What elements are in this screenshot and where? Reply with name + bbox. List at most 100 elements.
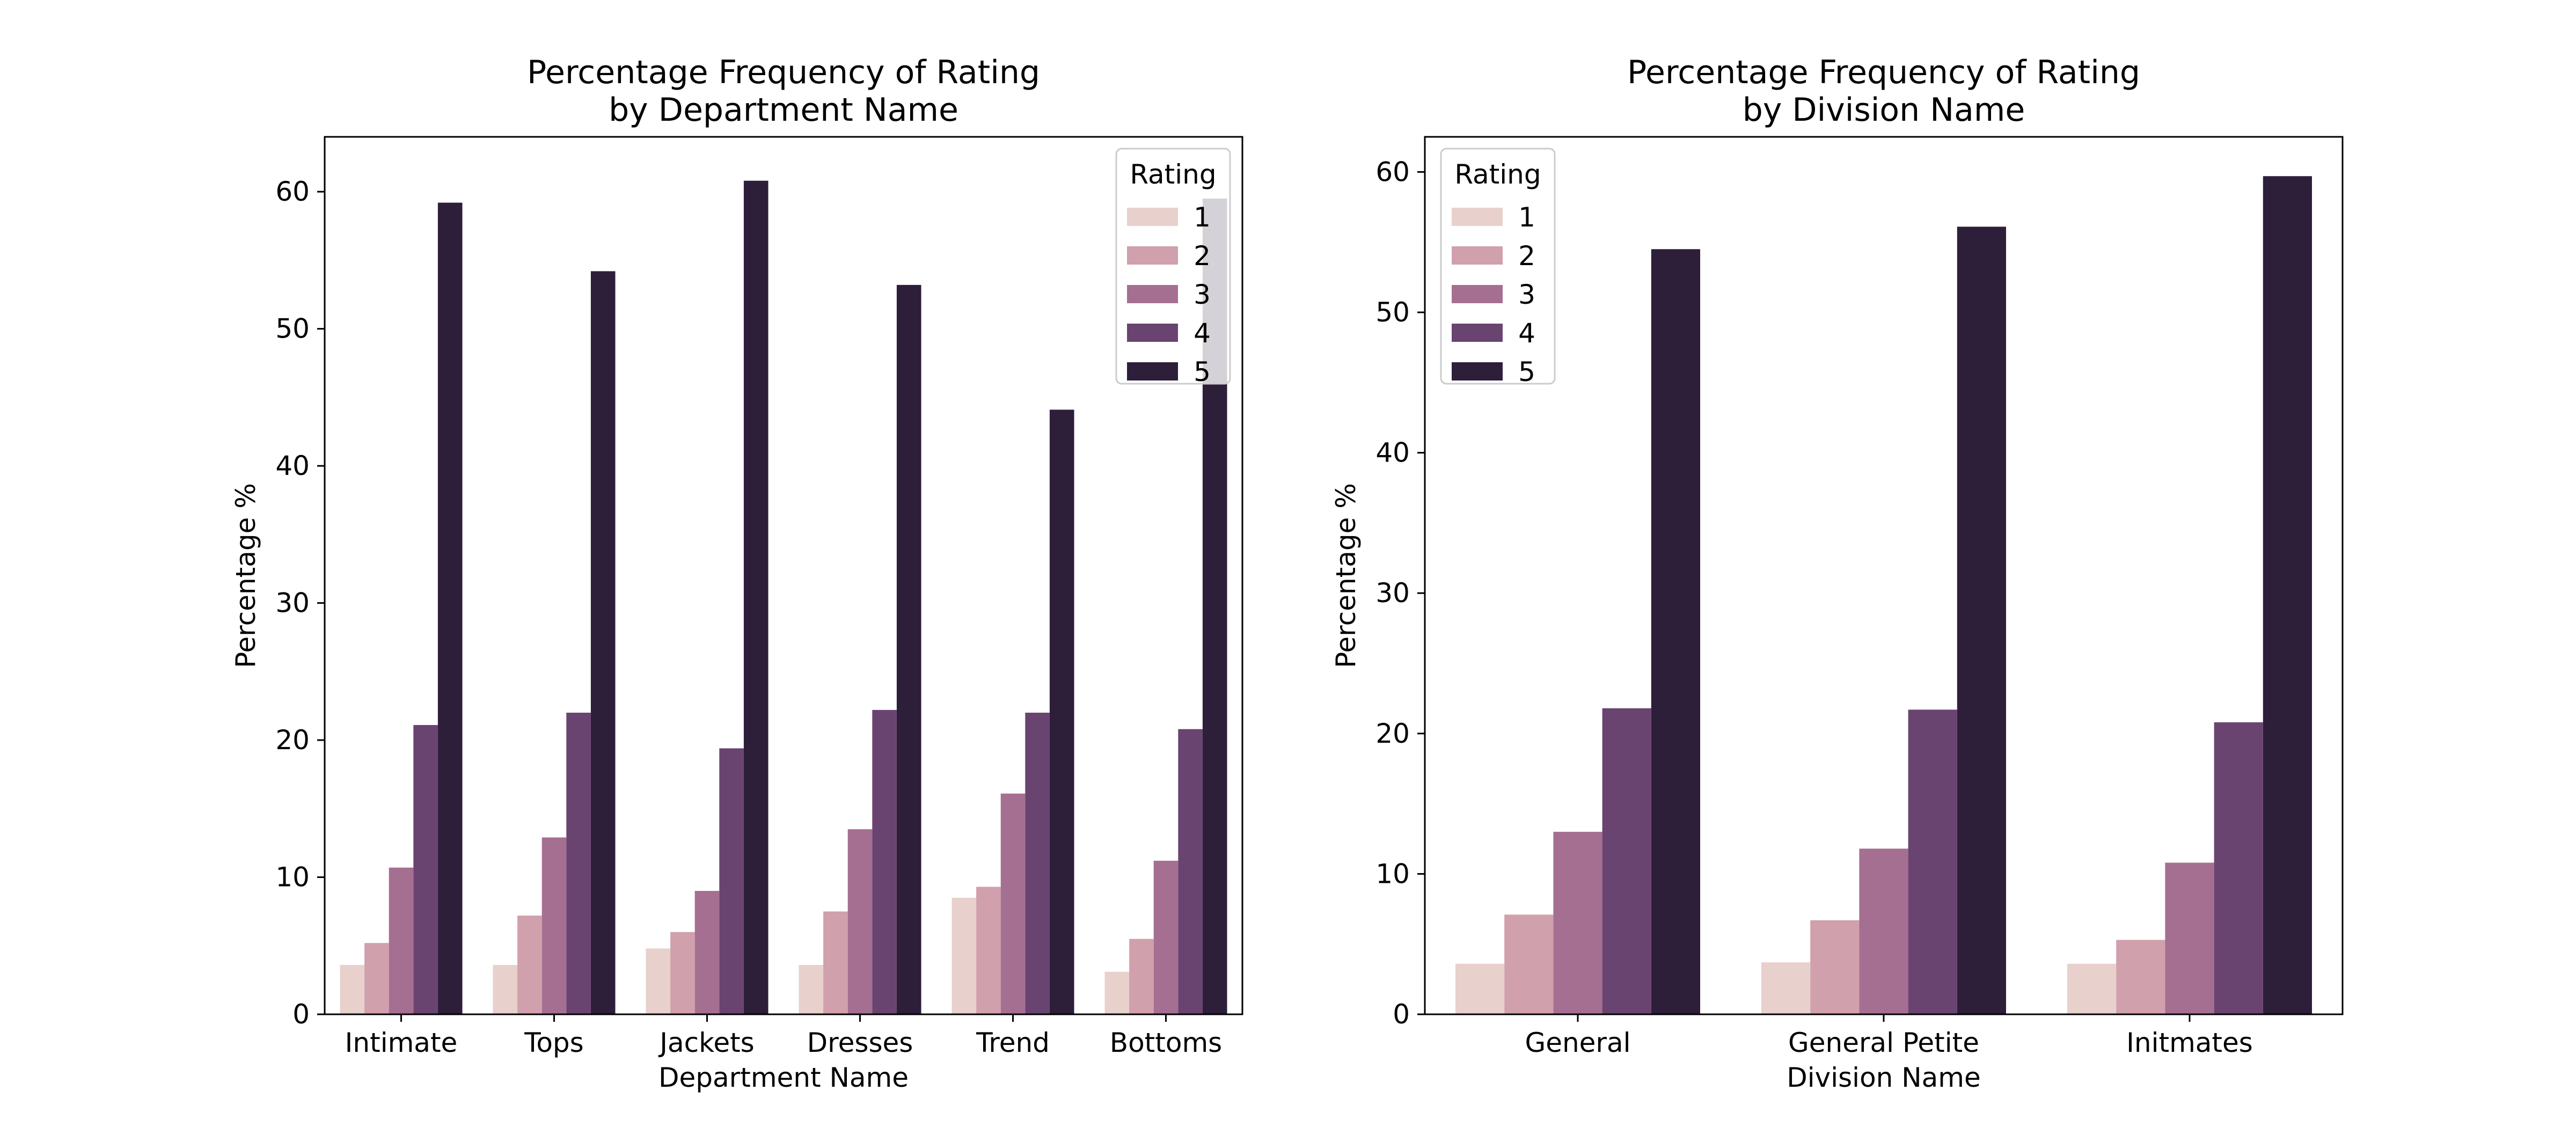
bar-rating-2-intimate [364, 943, 389, 1014]
x-tick-label: Trend [976, 1027, 1050, 1058]
bar-rating-3-general [1553, 831, 1602, 1014]
bar-rating-3-tops [541, 837, 567, 1014]
legend-swatch [1127, 208, 1178, 226]
chart-title-line: Percentage Frequency of Rating [527, 54, 1040, 91]
y-tick-label: 30 [275, 588, 310, 619]
bar-rating-4-initmates [2214, 722, 2263, 1014]
bar-rating-5-tops [590, 271, 616, 1014]
y-tick-label: 0 [292, 999, 310, 1030]
bar-rating-1-tops [493, 965, 518, 1014]
legend-swatch [1452, 208, 1503, 226]
x-tick-label: Intimate [345, 1027, 458, 1058]
y-tick-label: 30 [1375, 577, 1410, 609]
bar-rating-5-general-petite [1957, 226, 2006, 1014]
legend-label: 2 [1194, 240, 1211, 272]
chart-title-line: by Division Name [1743, 91, 2025, 129]
bar-rating-1-trend [952, 897, 977, 1014]
bar-rating-3-intimate [389, 867, 414, 1014]
y-tick-label: 20 [1375, 718, 1410, 749]
bar-rating-4-jackets [719, 748, 744, 1014]
x-tick-label: Tops [524, 1027, 583, 1058]
x-tick-label: Initmates [2126, 1027, 2253, 1058]
bar-rating-3-general-petite [1859, 848, 1908, 1014]
x-axis-label: Division Name [1787, 1062, 1981, 1093]
legend-label: 4 [1518, 318, 1535, 349]
legend-title: Rating [1130, 159, 1216, 190]
y-tick-label: 10 [275, 862, 310, 893]
legend-title: Rating [1454, 159, 1541, 190]
legend-label: 2 [1518, 240, 1535, 272]
y-axis-label: Percentage % [230, 483, 261, 668]
bar-rating-1-jackets [646, 948, 671, 1014]
legend-swatch [1452, 324, 1503, 342]
chart-title-line: by Department Name [609, 91, 958, 129]
bar-rating-3-initmates [2165, 862, 2214, 1014]
bar-rating-2-dresses [823, 911, 848, 1014]
y-tick-label: 60 [1375, 156, 1410, 187]
bar-rating-5-general [1651, 249, 1700, 1014]
legend-swatch [1127, 324, 1178, 342]
legend-swatch [1452, 246, 1503, 265]
bar-rating-4-intimate [413, 724, 438, 1014]
legend-label: 3 [1518, 279, 1535, 310]
bar-rating-2-bottoms [1129, 939, 1154, 1014]
x-tick-label: Jackets [658, 1027, 754, 1058]
y-tick-label: 40 [275, 450, 310, 481]
bar-rating-3-trend [1000, 793, 1026, 1014]
legend-swatch [1127, 246, 1178, 265]
bar-rating-2-tops [517, 916, 542, 1014]
bar-rating-5-intimate [437, 202, 463, 1014]
x-tick-label: Bottoms [1110, 1027, 1222, 1058]
x-tick-label: Dresses [807, 1027, 913, 1058]
bar-rating-2-jackets [670, 932, 695, 1014]
legend-label: 3 [1194, 279, 1211, 310]
y-tick-label: 60 [275, 176, 310, 207]
legend-label: 5 [1518, 356, 1535, 387]
bar-rating-1-dresses [799, 965, 824, 1014]
x-axis-label: Department Name [658, 1062, 909, 1093]
bar-rating-5-initmates [2263, 176, 2312, 1014]
bar-rating-3-jackets [694, 891, 720, 1014]
legend-label: 1 [1518, 202, 1535, 233]
bar-rating-1-bottoms [1104, 971, 1130, 1014]
legend-swatch [1452, 285, 1503, 303]
bar-rating-5-trend [1049, 409, 1074, 1014]
division-chart: 0 10 20 30 40 50 60 General General Petite Initma… [1330, 54, 2344, 1093]
legend-label: 4 [1194, 318, 1211, 349]
legend-label: 1 [1194, 202, 1211, 233]
bar-rating-1-general [1455, 963, 1505, 1014]
legend-label: 5 [1194, 356, 1211, 387]
y-tick-label: 20 [275, 724, 310, 756]
bar-rating-4-dresses [872, 709, 897, 1014]
bar-rating-4-trend [1025, 712, 1050, 1014]
bar-rating-2-initmates [2116, 940, 2165, 1014]
bar-rating-1-intimate [340, 965, 365, 1014]
legend-swatch [1127, 285, 1178, 303]
bar-rating-1-initmates [2067, 963, 2117, 1014]
legend-swatch [1452, 362, 1503, 380]
y-tick-label: 0 [1393, 999, 1410, 1030]
bar-rating-3-dresses [847, 829, 873, 1014]
bar-rating-5-dresses [896, 284, 921, 1014]
department-chart: 0 10 20 30 40 50 60 Intimate Tops Jackets Dresses T… [230, 54, 1243, 1093]
bar-rating-2-trend [976, 887, 1001, 1014]
bar-rating-4-general [1602, 708, 1651, 1014]
legend-swatch [1127, 362, 1178, 380]
bar-rating-1-general-petite [1761, 962, 1811, 1014]
chart-title-line: Percentage Frequency of Rating [1627, 54, 2140, 91]
y-tick-label: 50 [1375, 297, 1410, 328]
x-tick-label: General [1525, 1027, 1630, 1058]
bar-rating-4-general-petite [1908, 709, 1957, 1014]
axes-frame [324, 136, 1243, 1015]
bar-rating-4-bottoms [1178, 729, 1203, 1014]
bar-rating-5-jackets [743, 180, 769, 1014]
y-tick-label: 40 [1375, 437, 1410, 469]
y-axis-label: Percentage % [1330, 483, 1362, 668]
bar-rating-3-bottoms [1153, 860, 1179, 1014]
bar-rating-4-tops [566, 712, 591, 1014]
bar-rating-2-general [1504, 914, 1554, 1014]
y-tick-label: 50 [275, 313, 310, 345]
bar-rating-2-general-petite [1810, 920, 1860, 1014]
x-tick-label: General Petite [1788, 1027, 1979, 1058]
